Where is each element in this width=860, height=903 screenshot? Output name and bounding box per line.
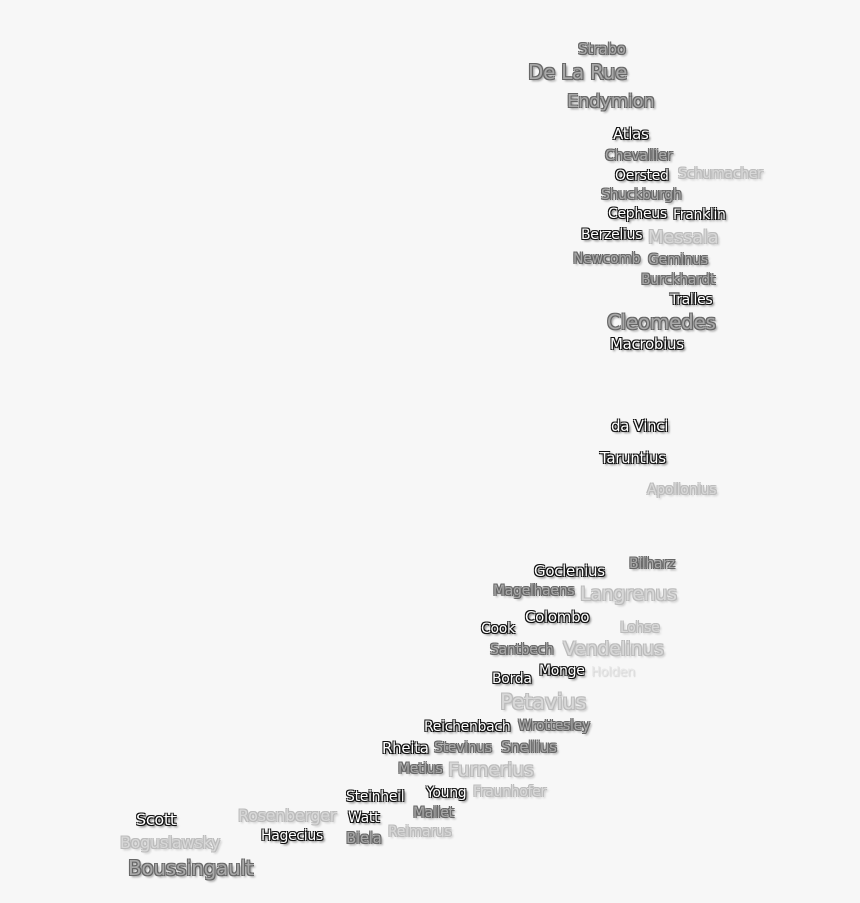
crater-label-fraunhofer: Fraunhofer (473, 784, 546, 800)
crater-label-tralles: Tralles (670, 292, 713, 308)
crater-label-furnerius: Furnerius (448, 759, 534, 781)
crater-label-atlas: Atlas (613, 125, 649, 143)
crater-label-burckhardt: Burckhardt (641, 272, 716, 288)
crater-label-monge: Monge (539, 663, 585, 679)
crater-label-strabo: Strabo (578, 40, 626, 58)
crater-label-snellius: Snellius (501, 738, 557, 756)
crater-label-oersted: Oersted (615, 168, 669, 184)
crater-label-taruntius: Taruntius (600, 449, 666, 467)
crater-label-metius: Metius (398, 761, 443, 777)
crater-label-reichenbach: Reichenbach (424, 719, 511, 735)
crater-label-schumacher: Schumacher (678, 166, 763, 182)
crater-label-wrottesley: Wrottesley (518, 718, 590, 734)
crater-label-young: Young (426, 785, 467, 801)
crater-label-holden: Holden (591, 665, 636, 680)
crater-label-boussingault: Boussingault (128, 856, 254, 880)
crater-label-lohse: Lohse (620, 620, 660, 636)
crater-label-langrenus: Langrenus (580, 583, 677, 605)
crater-label-de-la-rue: De La Rue (528, 60, 628, 84)
crater-label-apollonius: Apollonius (647, 482, 717, 498)
crater-label-boguslawsky: Boguslawsky (120, 833, 220, 852)
crater-label-macrobius: Macrobius (610, 335, 684, 353)
crater-label-shuckburgh: Shuckburgh (601, 187, 682, 203)
crater-label-newcomb: Newcomb (573, 251, 641, 267)
crater-label-da-vinci: da Vinci (611, 417, 669, 435)
crater-label-bilharz: Bilharz (629, 556, 675, 572)
crater-label-cleomedes: Cleomedes (607, 310, 716, 334)
crater-label-rheita: Rheita (382, 739, 429, 757)
crater-label-franklin: Franklin (673, 207, 726, 223)
crater-label-borda: Borda (492, 671, 532, 687)
crater-label-geminus: Geminus (648, 252, 708, 268)
crater-label-santbech: Santbech (490, 642, 554, 658)
crater-label-magelhaens: Magelhaens (493, 583, 575, 599)
crater-label-rosenberger: Rosenberger (238, 806, 337, 825)
crater-label-steinheil: Steinheil (346, 789, 405, 805)
crater-label-vendelinus: Vendelinus (563, 638, 664, 660)
crater-label-stevinus: Stevinus (434, 740, 492, 756)
crater-label-messala: Messala (648, 227, 719, 248)
crater-label-endymion: Endymion (567, 91, 655, 112)
crater-label-watt: Watt (348, 810, 380, 826)
crater-label-chevallier: Chevallier (605, 148, 673, 164)
crater-label-berzelius: Berzelius (581, 227, 643, 243)
crater-label-colombo: Colombo (525, 608, 590, 626)
crater-label-scott: Scott (136, 810, 176, 829)
crater-label-cepheus: Cepheus (608, 206, 667, 222)
crater-label-cook: Cook (481, 621, 515, 637)
crater-label-hagecius: Hagecius (261, 828, 323, 844)
crater-label-petavius: Petavius (500, 690, 587, 714)
crater-label-mallet: Mallet (413, 805, 454, 821)
crater-label-reimarus: Reimarus (388, 824, 452, 840)
crater-label-goclenius: Goclenius (534, 562, 605, 580)
crater-label-biela: Biela (346, 829, 382, 847)
